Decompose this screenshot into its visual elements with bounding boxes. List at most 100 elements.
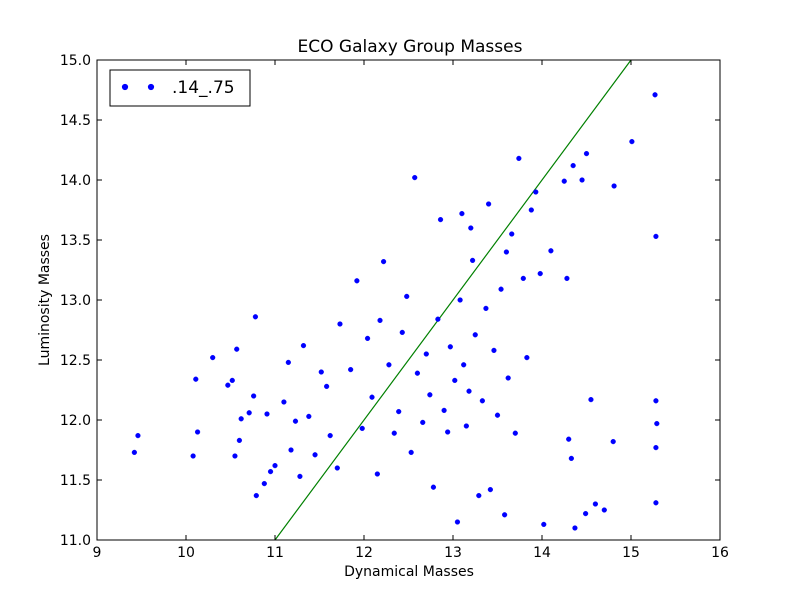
data-point xyxy=(327,433,333,439)
data-point xyxy=(568,455,574,462)
data-point xyxy=(437,217,444,223)
data-point xyxy=(454,519,461,525)
data-point xyxy=(457,297,463,303)
data-point xyxy=(337,321,343,327)
data-point xyxy=(548,248,554,254)
data-point xyxy=(469,257,476,264)
data-point xyxy=(537,271,543,277)
data-point xyxy=(193,376,199,382)
data-point xyxy=(399,329,405,336)
x-axis-title: Dynamical Masses xyxy=(344,564,474,580)
data-point xyxy=(503,249,510,255)
plot-area xyxy=(97,60,720,540)
data-point xyxy=(466,388,472,394)
data-point xyxy=(583,151,590,157)
data-point xyxy=(423,351,429,357)
legend-label: .14_.75 xyxy=(172,78,235,98)
data-point xyxy=(653,233,659,240)
y-tick-label: 12.0 xyxy=(60,413,91,429)
data-point xyxy=(194,429,201,435)
data-point xyxy=(210,355,216,361)
data-point xyxy=(430,484,437,490)
data-point xyxy=(369,394,375,400)
y-axis-title: Luminosity Masses xyxy=(37,234,53,366)
data-point xyxy=(566,436,572,442)
data-point xyxy=(476,493,482,499)
data-point xyxy=(232,453,238,459)
data-point xyxy=(491,347,497,354)
data-point xyxy=(267,469,274,475)
data-point xyxy=(505,375,511,381)
data-point xyxy=(264,411,270,417)
y-tick-label: 11.0 xyxy=(60,533,91,549)
data-point xyxy=(629,139,635,145)
data-point xyxy=(441,407,447,414)
x-tick-label: 11 xyxy=(266,545,284,561)
data-point xyxy=(318,369,324,375)
legend-marker-right xyxy=(147,83,155,91)
legend-marker-left xyxy=(121,83,129,91)
data-point xyxy=(611,183,617,189)
y-tick-label: 13.0 xyxy=(60,293,91,309)
data-point xyxy=(252,314,259,320)
data-point xyxy=(498,286,504,292)
data-point xyxy=(386,362,392,368)
x-tick-label: 13 xyxy=(444,545,462,561)
data-point xyxy=(564,275,570,282)
x-tick-label: 9 xyxy=(93,545,102,561)
data-point xyxy=(281,399,287,405)
points-layer xyxy=(131,92,660,531)
data-point xyxy=(414,370,421,376)
data-point xyxy=(487,487,493,493)
data-point xyxy=(572,525,578,531)
y-ticks: 11.0 11.5 12.0 12.5 13.0 13.5 14.0 14.5 15.0 xyxy=(60,53,720,549)
data-point xyxy=(253,493,259,499)
x-ticks: 9 10 11 12 13 14 15 16 xyxy=(93,60,729,561)
y-tick-label: 14.0 xyxy=(60,173,91,189)
legend-box xyxy=(109,69,251,107)
data-point xyxy=(354,278,360,284)
x-tick-label: 16 xyxy=(711,545,729,561)
y-tick-label: 13.5 xyxy=(60,233,91,249)
data-point xyxy=(654,421,660,427)
data-point xyxy=(610,439,616,445)
data-point xyxy=(377,317,383,324)
data-point xyxy=(396,409,402,415)
data-point xyxy=(261,481,267,487)
data-point xyxy=(479,398,485,404)
data-point xyxy=(359,425,365,432)
data-point xyxy=(408,449,414,456)
data-point xyxy=(583,510,589,517)
data-point xyxy=(445,429,451,435)
x-tick-label: 10 xyxy=(177,545,195,561)
data-point xyxy=(524,355,530,361)
data-point xyxy=(463,423,469,429)
data-point xyxy=(653,500,659,506)
data-point xyxy=(459,211,465,217)
x-tick-label: 14 xyxy=(533,545,551,561)
data-point xyxy=(404,293,410,300)
data-point xyxy=(528,207,534,213)
data-point xyxy=(135,433,141,439)
reference-line-layer xyxy=(274,59,632,541)
data-point xyxy=(300,343,307,349)
data-point xyxy=(652,92,658,98)
data-point xyxy=(324,383,330,390)
data-point xyxy=(306,413,312,420)
data-point xyxy=(653,398,659,404)
data-point xyxy=(512,430,518,436)
data-point xyxy=(225,382,231,388)
data-point xyxy=(420,419,426,426)
data-point xyxy=(229,377,235,384)
data-point xyxy=(592,501,599,507)
x-tick-label: 15 xyxy=(622,545,640,561)
data-point xyxy=(288,447,294,453)
data-point xyxy=(435,316,441,322)
data-point xyxy=(190,453,196,459)
legend: .14_.75 xyxy=(109,69,251,107)
x-tick-label: 12 xyxy=(355,545,373,561)
data-point xyxy=(601,507,607,513)
data-point xyxy=(486,201,492,207)
data-point xyxy=(236,437,243,444)
